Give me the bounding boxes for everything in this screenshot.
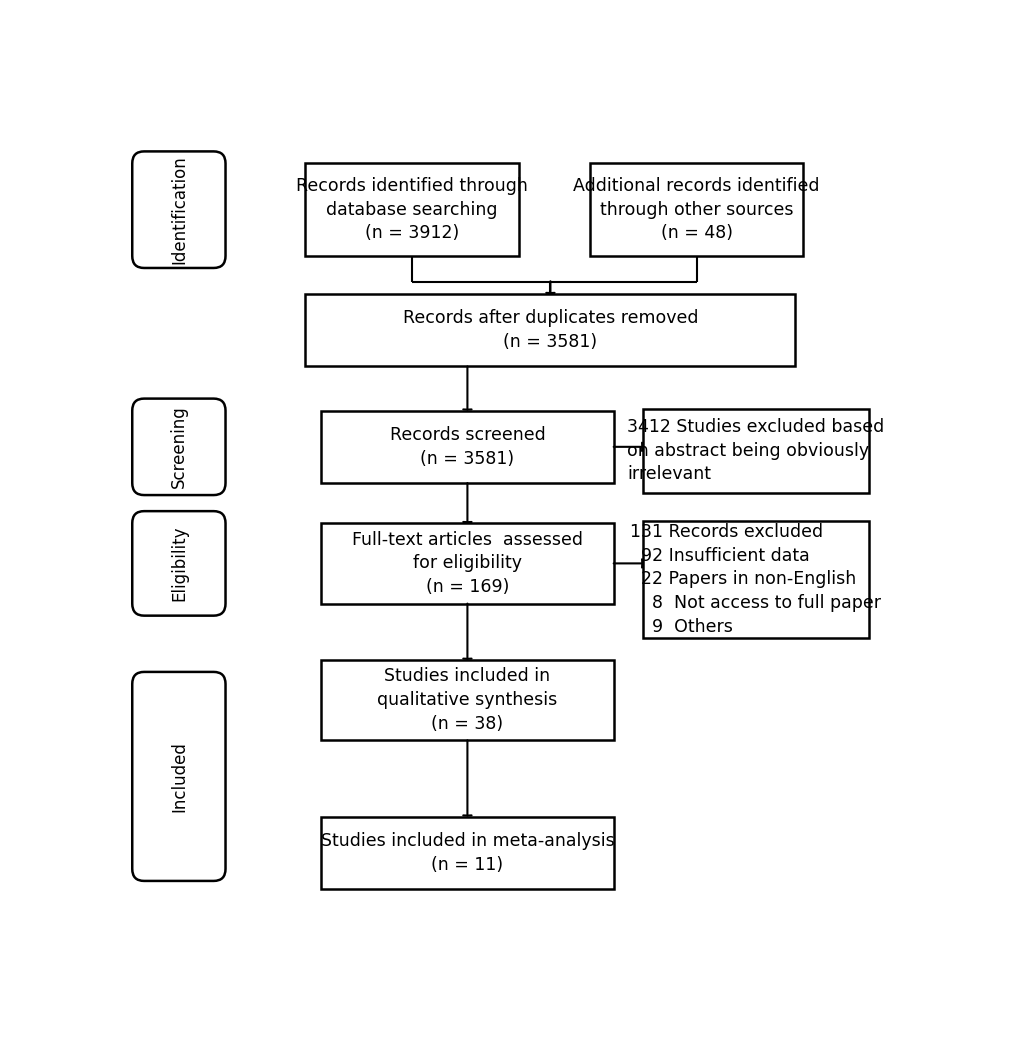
FancyBboxPatch shape — [132, 512, 225, 616]
Text: Eligibility: Eligibility — [170, 525, 187, 601]
Text: Records after duplicates removed
(n = 3581): Records after duplicates removed (n = 35… — [403, 309, 697, 351]
FancyBboxPatch shape — [132, 399, 225, 495]
FancyBboxPatch shape — [305, 164, 519, 256]
FancyBboxPatch shape — [132, 672, 225, 881]
Text: Records identified through
database searching
(n = 3912): Records identified through database sear… — [296, 177, 528, 242]
FancyBboxPatch shape — [132, 151, 225, 268]
FancyBboxPatch shape — [321, 660, 613, 740]
FancyBboxPatch shape — [305, 294, 795, 366]
Text: Identification: Identification — [170, 156, 187, 264]
Text: Additional records identified
through other sources
(n = 48): Additional records identified through ot… — [573, 177, 819, 242]
Text: Studies included in
qualitative synthesis
(n = 38): Studies included in qualitative synthesi… — [377, 667, 557, 733]
Text: Records screened
(n = 3581): Records screened (n = 3581) — [389, 426, 545, 468]
FancyBboxPatch shape — [643, 521, 868, 638]
Text: 131 Records excluded
  92 Insufficient data
  22 Papers in non-English
    8  No: 131 Records excluded 92 Insufficient dat… — [630, 523, 880, 636]
Text: Full-text articles  assessed
for eligibility
(n = 169): Full-text articles assessed for eligibil… — [352, 530, 582, 596]
Text: 3412 Studies excluded based
on abstract being obviously
irrelevant: 3412 Studies excluded based on abstract … — [627, 419, 883, 483]
FancyBboxPatch shape — [643, 408, 868, 493]
Text: Studies included in meta-analysis
(n = 11): Studies included in meta-analysis (n = 1… — [320, 832, 613, 874]
Text: Screening: Screening — [170, 405, 187, 489]
FancyBboxPatch shape — [589, 164, 803, 256]
FancyBboxPatch shape — [321, 523, 613, 603]
FancyBboxPatch shape — [321, 410, 613, 483]
Text: Included: Included — [170, 741, 187, 812]
FancyBboxPatch shape — [321, 816, 613, 889]
